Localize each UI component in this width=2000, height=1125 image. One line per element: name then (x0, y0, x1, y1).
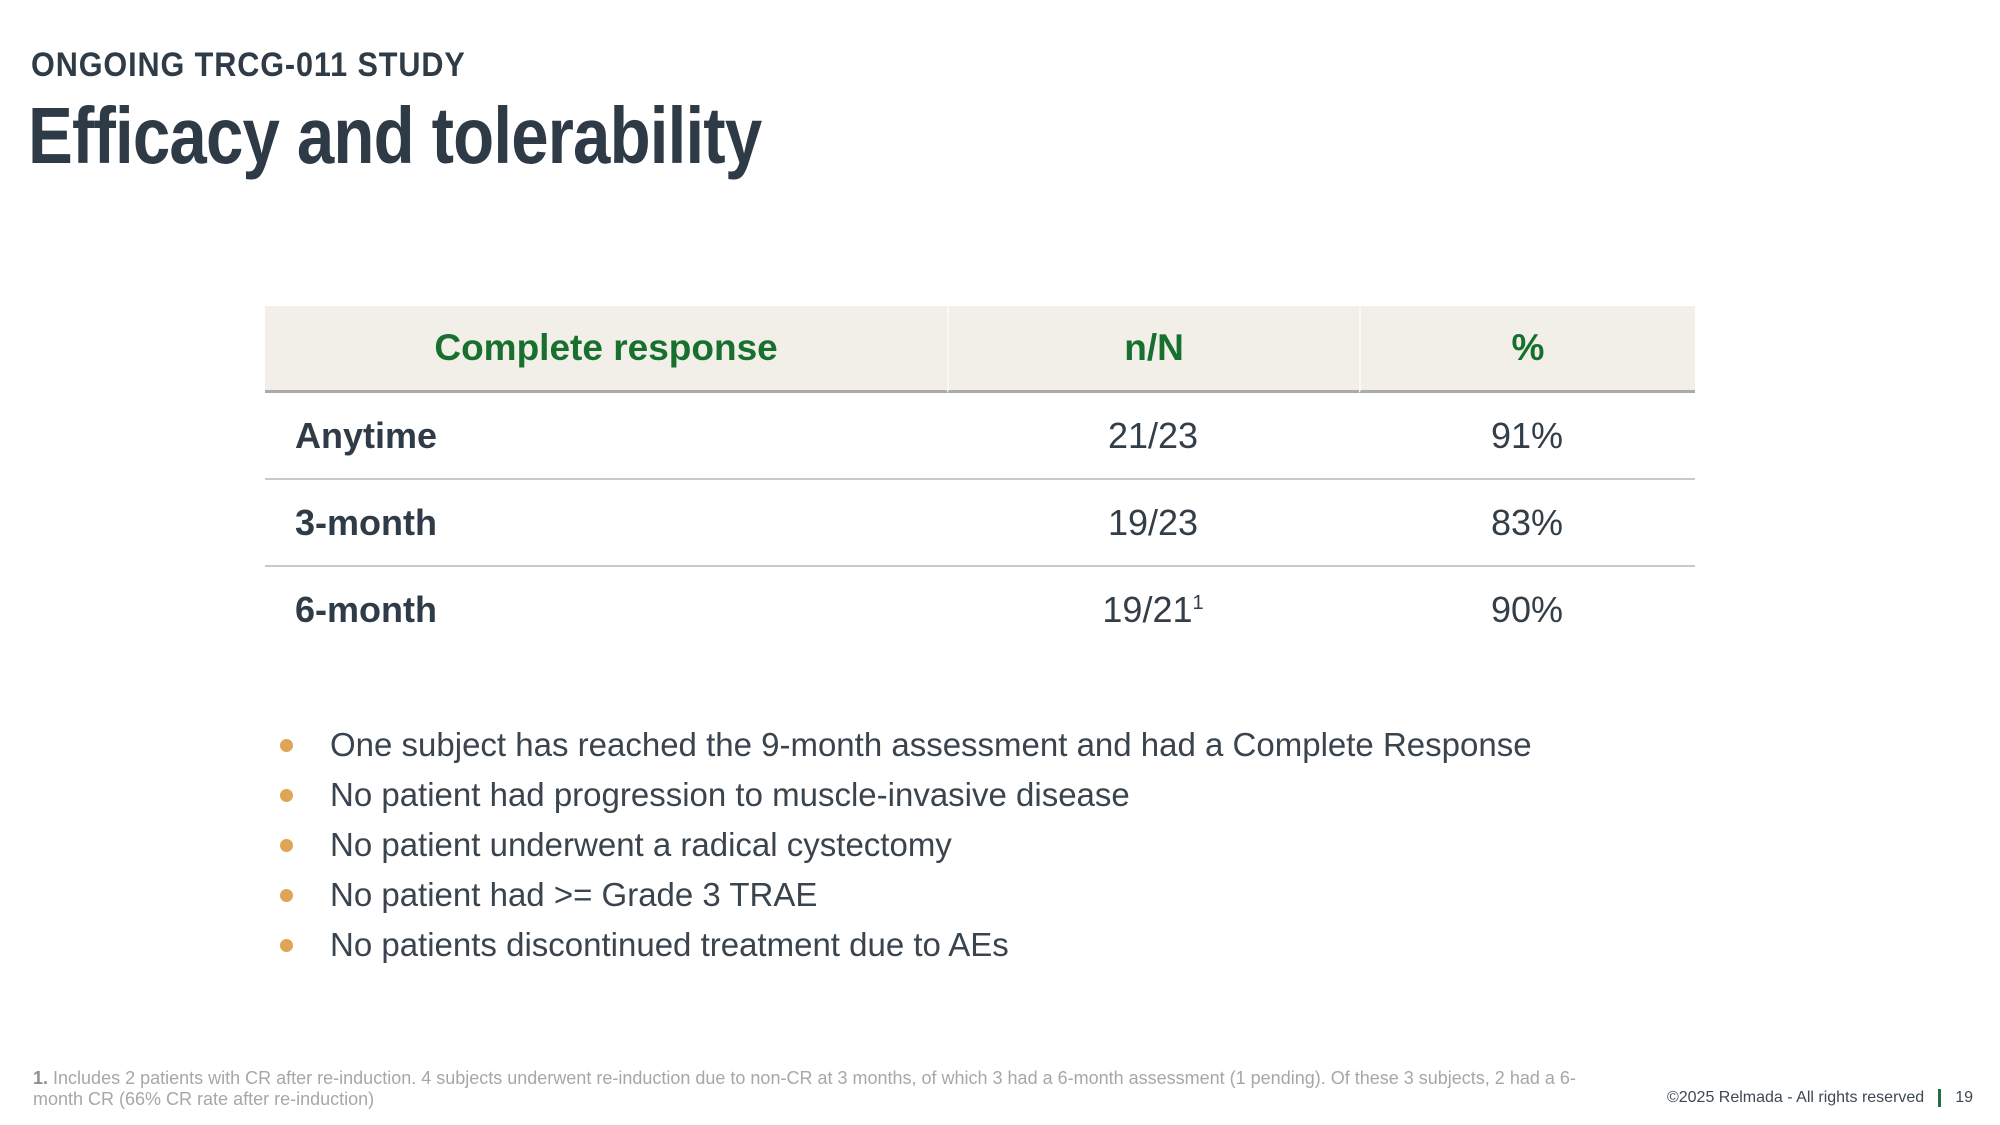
page-title-text: Efficacy and tolerability (28, 91, 762, 180)
slide-eyebrow: ONGOING TRCG-011 STUDY (31, 46, 466, 84)
footnote-text: Includes 2 patients with CR after re-ind… (53, 1068, 1576, 1088)
bullet-dot-icon (280, 838, 293, 852)
footnote: 1. Includes 2 patients with CR after re-… (33, 1068, 1673, 1110)
footnote-reference: 1 (1192, 591, 1204, 614)
list-item: No patient had >= Grade 3 TRAE (280, 870, 1532, 920)
row-percent: 90% (1490, 588, 1563, 630)
row-percent: 91% (1358, 393, 1695, 480)
slide-footer: ©2025 Relmada - All rights reserved 19 (1667, 1089, 1973, 1107)
bullet-dot-icon (280, 888, 293, 902)
list-item-text: No patient had progression to muscle-inv… (330, 776, 1130, 813)
column-header-n-over-N: n/N (947, 306, 1359, 393)
column-header-percent: % (1358, 306, 1695, 393)
list-item-text: One subject has reached the 9-month asse… (330, 726, 1532, 763)
footnote-line-1: 1. Includes 2 patients with CR after re-… (33, 1068, 1673, 1089)
footnote-marker: 1. (33, 1068, 49, 1088)
table-row-anytime: Anytime 21/23 91% (265, 393, 1695, 480)
row-n-over-N: 21/23 (947, 393, 1359, 480)
row-label: 6-month (295, 588, 437, 630)
page-title: Efficacy and tolerability (28, 96, 901, 176)
row-n-over-N: 19/211 (947, 567, 1359, 652)
page-number: 19 (1955, 1089, 1973, 1106)
list-item-text: No patients discontinued treatment due t… (330, 926, 1009, 963)
footnote-line-2: month CR (66% CR rate after re-induction… (33, 1089, 375, 1109)
list-item-text: No patient had >= Grade 3 TRAE (330, 876, 818, 913)
copyright-text: ©2025 Relmada - All rights reserved (1666, 1089, 1925, 1106)
table-row-6-month: 6-month 19/211 90% (265, 567, 1695, 652)
complete-response-table: Complete response n/N % Anytime 21/23 91… (265, 306, 1695, 652)
table-header-row: Complete response n/N % (265, 306, 1695, 393)
list-item: No patients discontinued treatment due t… (280, 920, 1532, 970)
row-percent: 83% (1358, 480, 1695, 567)
list-item: No patient had progression to muscle-inv… (280, 770, 1532, 820)
row-n-over-N: 19/23 (947, 480, 1359, 567)
row-label: 3-month (265, 480, 948, 567)
key-findings-list: One subject has reached the 9-month asse… (280, 720, 1532, 970)
row-label: Anytime (265, 393, 948, 480)
list-item: No patient underwent a radical cystectom… (280, 820, 1532, 870)
bullet-dot-icon (280, 788, 293, 802)
table-row-3-month: 3-month 19/23 83% (265, 480, 1695, 567)
row-n-over-N-value: 19/21 (1102, 588, 1193, 630)
bullet-dot-icon (280, 738, 293, 752)
footer-separator-bar (1938, 1089, 1942, 1107)
list-item: One subject has reached the 9-month asse… (280, 720, 1532, 770)
column-header-complete-response: Complete response (265, 306, 948, 393)
list-item-text: No patient underwent a radical cystectom… (330, 826, 952, 863)
bullet-dot-icon (280, 938, 293, 952)
